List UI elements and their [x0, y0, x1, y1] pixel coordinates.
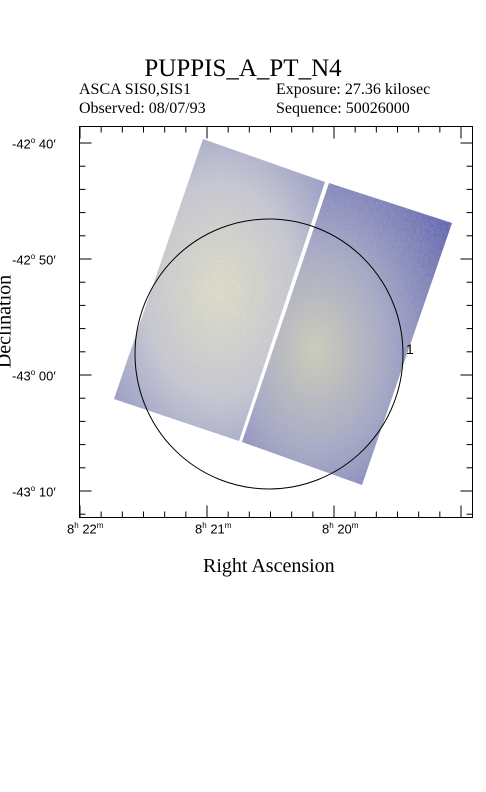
y-axis-label: Declination: [0, 274, 16, 369]
instrument-label: ASCA SIS0,SIS1: [79, 81, 192, 98]
ytick-label: -43o 00′: [12, 368, 56, 384]
xtick-label: 8h 20m: [322, 521, 359, 537]
ytick-label: -42o 40′: [12, 136, 56, 152]
ytick-label: -43o 10′: [12, 484, 56, 500]
tick-marks: [79, 126, 473, 518]
ccd-chip-right-noise: [242, 183, 452, 485]
xtick-label: 8h 22m: [67, 521, 104, 537]
x-axis-label: Right Ascension: [203, 555, 335, 577]
region-label: 1: [406, 341, 414, 357]
observed-label: Observed: 08/07/93: [79, 100, 206, 117]
plot-frame: [79, 126, 473, 518]
plot-title: PUPPIS_A_PT_N4: [144, 55, 342, 82]
sequence-label: Sequence: 50026000: [276, 100, 410, 117]
region-circle: [134, 218, 404, 490]
exposure-label: Exposure: 27.36 kilosec: [276, 81, 431, 98]
xtick-label: 8h 21m: [195, 521, 232, 537]
ccd-chip-left-noise: [114, 139, 325, 441]
ytick-label: -42o 50′: [12, 252, 56, 268]
